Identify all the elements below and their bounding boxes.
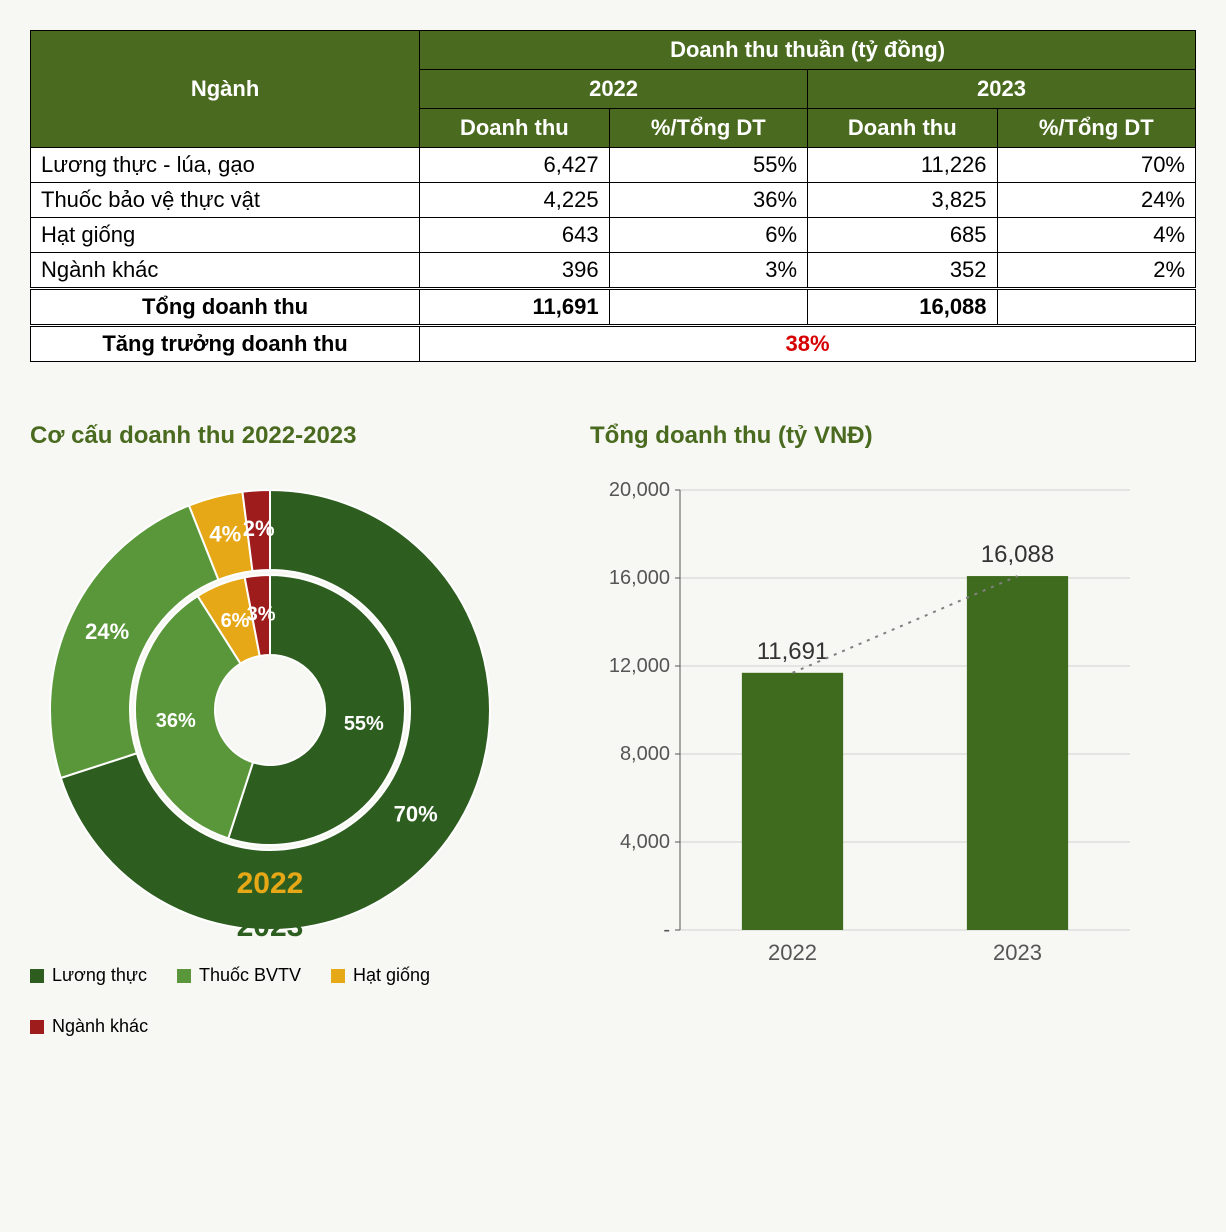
legend-item: Lương thực bbox=[30, 965, 147, 986]
row-label: Thuốc bảo vệ thực vật bbox=[31, 183, 420, 218]
row-v22: 643 bbox=[420, 218, 610, 253]
legend-label: Thuốc BVTV bbox=[199, 965, 301, 986]
chart-label: 36% bbox=[156, 710, 196, 732]
row-label: Lương thực - lúa, gạo bbox=[31, 148, 420, 183]
legend-item: Ngành khác bbox=[30, 1016, 148, 1037]
th-sub: %/Tổng DT bbox=[609, 109, 807, 148]
table-row: Ngành khác3963%3522% bbox=[31, 253, 1196, 289]
bar-value-label: 16,088 bbox=[981, 541, 1054, 568]
th-sub: %/Tổng DT bbox=[997, 109, 1195, 148]
row-v23: 685 bbox=[808, 218, 998, 253]
chart-label: 3% bbox=[247, 604, 276, 626]
chart-label: 2% bbox=[243, 516, 275, 541]
row-p23: 24% bbox=[997, 183, 1195, 218]
row-p22: 36% bbox=[609, 183, 807, 218]
legend-label: Lương thực bbox=[52, 965, 147, 986]
ytick-label: 20,000 bbox=[609, 479, 670, 501]
donut-legend: Lương thực Thuốc BVTV Hạt giống Ngành khác bbox=[30, 965, 550, 1037]
bar-value-label: 11,691 bbox=[757, 638, 829, 665]
th-year-2023: 2023 bbox=[808, 70, 1196, 109]
growth-label: Tăng trưởng doanh thu bbox=[31, 326, 420, 362]
row-v22: 4,225 bbox=[420, 183, 610, 218]
row-p23: 70% bbox=[997, 148, 1195, 183]
chart-label: 6% bbox=[221, 610, 250, 632]
th-sub: Doanh thu bbox=[420, 109, 610, 148]
row-v23: 352 bbox=[808, 253, 998, 289]
revenue-table: Ngành Doanh thu thuần (tỷ đồng) 2022 202… bbox=[30, 30, 1196, 362]
chart-label: 24% bbox=[85, 619, 129, 644]
ytick-label: 16,000 bbox=[609, 567, 670, 589]
table-row: Thuốc bảo vệ thực vật4,22536%3,82524% bbox=[31, 183, 1196, 218]
ytick-label: - bbox=[663, 919, 670, 941]
growth-value: 38% bbox=[420, 326, 1196, 362]
row-p22: 6% bbox=[609, 218, 807, 253]
row-label: Hạt giống bbox=[31, 218, 420, 253]
chart-label: 4% bbox=[209, 521, 241, 546]
bar bbox=[967, 576, 1068, 930]
legend-label: Hạt giống bbox=[353, 965, 430, 986]
chart-label: 2022 bbox=[237, 867, 304, 900]
bar-chart: - 4,000 8,000 12,000 16,000 20,000 11,691 2022 1… bbox=[590, 470, 1150, 990]
table-row: Hạt giống6436%6854% bbox=[31, 218, 1196, 253]
chart-label: 55% bbox=[344, 713, 384, 735]
legend-item: Hạt giống bbox=[331, 965, 430, 986]
row-p22: 55% bbox=[609, 148, 807, 183]
legend-label: Ngành khác bbox=[52, 1016, 148, 1037]
row-v23: 11,226 bbox=[808, 148, 998, 183]
ytick-label: 8,000 bbox=[620, 743, 670, 765]
th-sector: Ngành bbox=[31, 31, 420, 148]
total-2022: 11,691 bbox=[420, 289, 610, 326]
bar-category-label: 2023 bbox=[993, 940, 1042, 965]
row-v22: 396 bbox=[420, 253, 610, 289]
th-sub: Doanh thu bbox=[808, 109, 998, 148]
th-year-2022: 2022 bbox=[420, 70, 808, 109]
bar-category-label: 2022 bbox=[768, 940, 817, 965]
total-label: Tổng doanh thu bbox=[31, 289, 420, 326]
chart-label: 70% bbox=[394, 802, 438, 827]
ytick-label: 12,000 bbox=[609, 655, 670, 677]
row-v23: 3,825 bbox=[808, 183, 998, 218]
legend-item: Thuốc BVTV bbox=[177, 965, 301, 986]
donut-chart: 70% 24% 4%2% 55% 36% 6%3% 2022 2023 bbox=[30, 470, 510, 950]
bar bbox=[742, 673, 843, 930]
row-p23: 4% bbox=[997, 218, 1195, 253]
row-p23: 2% bbox=[997, 253, 1195, 289]
th-main: Doanh thu thuần (tỷ đồng) bbox=[420, 31, 1196, 70]
row-p22: 3% bbox=[609, 253, 807, 289]
table-row: Lương thực - lúa, gạo6,42755%11,22670% bbox=[31, 148, 1196, 183]
chart-label: 2023 bbox=[237, 910, 304, 943]
bar-title: Tổng doanh thu (tỷ VNĐ) bbox=[590, 422, 1196, 450]
row-label: Ngành khác bbox=[31, 253, 420, 289]
total-2023: 16,088 bbox=[808, 289, 998, 326]
row-v22: 6,427 bbox=[420, 148, 610, 183]
ytick-label: 4,000 bbox=[620, 831, 670, 853]
donut-title: Cơ cấu doanh thu 2022-2023 bbox=[30, 422, 550, 450]
